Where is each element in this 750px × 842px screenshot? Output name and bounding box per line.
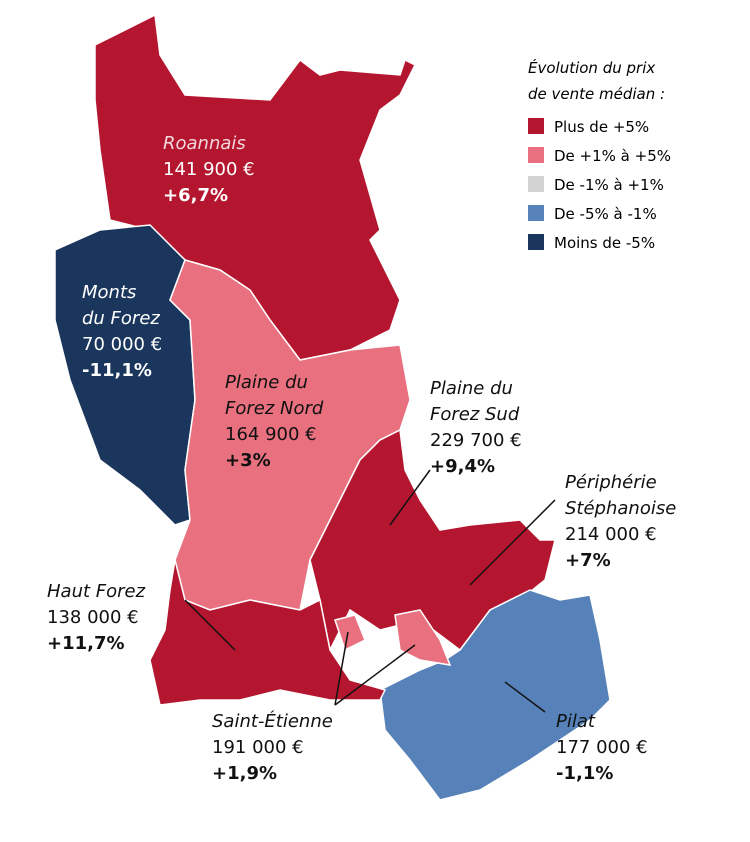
region-change: +7%	[565, 550, 611, 571]
saint-etienne-area	[394, 609, 452, 666]
region-price: 191 000 €	[212, 737, 304, 758]
region-name: Plaine du	[225, 372, 308, 393]
region-price: 141 900 €	[163, 159, 255, 180]
saint-etienne-area	[334, 614, 366, 652]
region-change: +1,9%	[212, 763, 277, 784]
leader-line	[334, 644, 416, 706]
region-name: Forez Sud	[430, 404, 520, 425]
region-price: 138 000 €	[47, 607, 139, 628]
leader-line	[389, 469, 431, 526]
labels: Roannais 141 900 € +6,7% Monts du Forez 70 00…	[47, 133, 676, 784]
region-change: +11,7%	[47, 633, 125, 654]
leader-lines	[184, 469, 556, 713]
legend-swatch	[528, 234, 544, 250]
region-name: Monts	[82, 282, 136, 303]
region-price: 164 900 €	[225, 424, 317, 445]
legend-label: De -1% à +1%	[554, 176, 664, 194]
region-price: 229 700 €	[430, 430, 522, 451]
haut-forez-area	[149, 559, 387, 706]
region-price: 70 000 €	[82, 334, 162, 355]
legend-label: De -5% à -1%	[554, 205, 657, 223]
legend-label: De +1% à +5%	[554, 147, 671, 165]
region-name: Stéphanoise	[565, 498, 676, 519]
legend-label: Moins de -5%	[554, 234, 655, 252]
region-name: Plaine du	[430, 378, 513, 399]
legend-label: Plus de +5%	[554, 118, 649, 136]
legend-swatch	[528, 176, 544, 192]
region-name: Saint-Étienne	[212, 710, 333, 732]
region-change: +6,7%	[163, 185, 228, 206]
legend-title: Évolution du prix	[528, 58, 655, 77]
legend-swatch	[528, 205, 544, 221]
region-name: Pilat	[556, 711, 596, 732]
region-name: Haut Forez	[47, 581, 146, 602]
region-name: du Forez	[82, 308, 160, 329]
legend-swatch	[528, 118, 544, 134]
region-name: Roannais	[163, 133, 246, 154]
region-change: -1,1%	[556, 763, 613, 784]
legend: Évolution du prix de vente médian : Plus…	[528, 58, 671, 252]
leader-line	[469, 499, 556, 586]
region-change: +9,4%	[430, 456, 495, 477]
region-price: 214 000 €	[565, 524, 657, 545]
region-price: 177 000 €	[556, 737, 648, 758]
region-change: -11,1%	[82, 360, 152, 381]
region-name: Périphérie	[565, 472, 657, 493]
leader-line	[184, 599, 236, 651]
region-name: Forez Nord	[225, 398, 324, 419]
legend-title: de vente médian :	[528, 85, 665, 103]
leader-line	[334, 631, 349, 706]
legend-swatch	[528, 147, 544, 163]
region-change: +3%	[225, 450, 271, 471]
regions	[54, 13, 611, 801]
leader-line	[504, 681, 546, 713]
pilat-area	[379, 589, 611, 801]
